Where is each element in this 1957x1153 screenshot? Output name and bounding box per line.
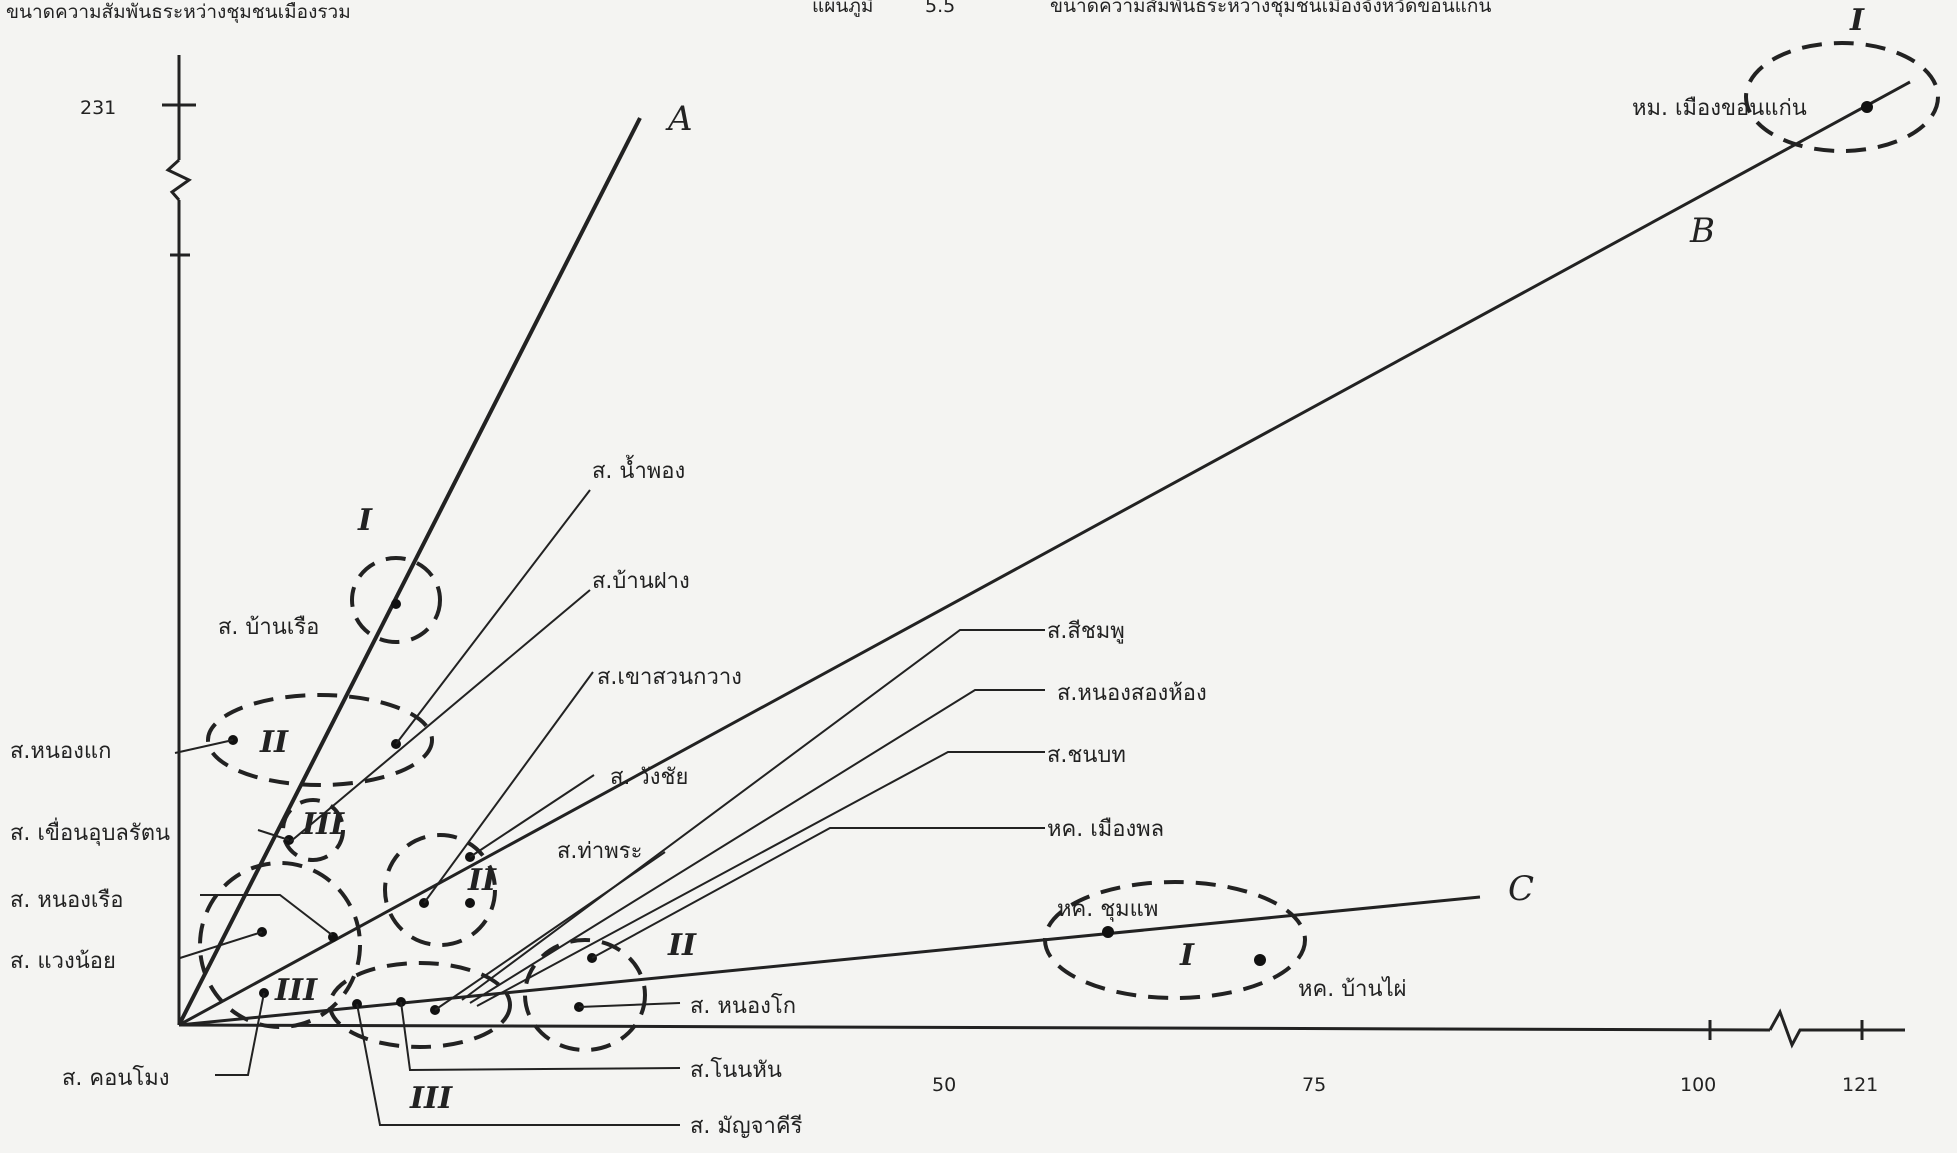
- point-ban-phai: [1254, 954, 1266, 966]
- label-si-chomphu: ส.สีชมพู: [1047, 619, 1125, 644]
- x-axis-main: [178, 1023, 1771, 1032]
- label-chum-phae: หค. ชุมแพ: [1057, 897, 1158, 922]
- line-a: [177, 117, 642, 1026]
- x-tick-label-50: 50: [932, 1074, 956, 1096]
- label-ban-fang: ส.บ้านฝาง: [592, 569, 690, 594]
- cluster-top-right: [1744, 41, 1940, 153]
- label-wang-chai: ส. วังชัย: [610, 765, 688, 790]
- x-axis-break: [1768, 1008, 1905, 1049]
- line-c-label: C: [1508, 869, 1534, 909]
- cluster-nong-ko: [523, 938, 647, 1052]
- group-label-right: I: [1179, 938, 1195, 973]
- x-tick-label-100: 100: [1680, 1074, 1716, 1096]
- cluster-nong-ruea: [198, 861, 362, 1029]
- cluster-wang-chai: [383, 833, 497, 947]
- group-label-upper-left: I: [357, 503, 373, 538]
- line-b: [178, 80, 1911, 1027]
- label-ban-ruea: ส. บ้านเรือ: [218, 615, 319, 640]
- point-ban-ruea: [391, 599, 401, 609]
- leader-lines: [174, 489, 1045, 1126]
- axes: 231 50 75 100 121: [80, 55, 1905, 1096]
- label-nong-ko: ส. หนองโก: [690, 993, 796, 1019]
- point-chum-phae: [1102, 926, 1114, 938]
- map-label: แผนภูมิ: [812, 0, 873, 17]
- label-khon-kaen: หม. เมืองขอนแก่น: [1632, 96, 1807, 121]
- label-khon-mong: ส. คอนโมง: [62, 1065, 169, 1091]
- label-waeng-noi: ส. แวงน้อย: [10, 949, 116, 974]
- group-label-top-right: I: [1849, 3, 1865, 38]
- label-nong-kae: ส.หนองแก: [10, 739, 111, 764]
- label-ban-phai: หค. บ้านไผ่: [1298, 976, 1407, 1002]
- label-mancha-khiri: ส. มัญจาคีรี: [690, 1114, 803, 1139]
- group-label-bottom-left: III: [274, 973, 318, 1008]
- label-nong-ruea: ส. หนองเรือ: [10, 888, 123, 913]
- label-khuean-ubolratana: ส. เขื่อนอุบลรัตน: [10, 817, 170, 846]
- y-axis-break: [165, 158, 192, 201]
- line-b-label: B: [1689, 211, 1715, 251]
- label-tha-phra: ส.ท่าพระ: [557, 839, 642, 864]
- cluster-ban-ruea: [350, 556, 442, 644]
- y-top-tick-label: 231: [80, 97, 116, 119]
- cluster-khuean: [281, 798, 345, 862]
- label-mueang-phon: หค. เมืองพล: [1047, 817, 1164, 842]
- point-khon-kaen: [1861, 101, 1873, 113]
- group-label-left-small: III: [301, 807, 345, 842]
- line-c: [178, 895, 1481, 1027]
- group-label-bottom-mid: III: [409, 1081, 453, 1116]
- point-wang-chai: [465, 898, 475, 908]
- x-tick-label-75: 75: [1302, 1074, 1326, 1096]
- cluster-mancha: [328, 961, 512, 1049]
- cluster-nong-kae: [206, 693, 434, 787]
- x-tick-label-121: 121: [1842, 1074, 1878, 1096]
- group-label-center: II: [667, 928, 697, 963]
- left-title: ขนาดความสัมพันธระหว่างชุมชนเมืองรวม: [6, 1, 351, 24]
- label-nam-phong: ส. น้ำพอง: [592, 455, 685, 484]
- label-non-han: ส.โนนหัน: [690, 1057, 782, 1083]
- label-nong-song-hong: ส.หนองสองห้อง: [1057, 681, 1207, 706]
- right-title: ขนาดความสัมพันธระหว่างชุมชนเมืองจังหวัดข…: [1050, 0, 1491, 18]
- map-number: 5.5: [925, 0, 955, 17]
- group-label-mid-upper: II: [467, 863, 497, 898]
- group-label-left-mid: II: [259, 725, 289, 760]
- label-khao-suan-kwang: ส.เขาสวนกวาง: [597, 665, 742, 690]
- cluster-chum-phae: [1043, 880, 1307, 1000]
- line-a-label: A: [665, 99, 693, 139]
- label-chonnabot: ส.ชนบท: [1047, 743, 1126, 768]
